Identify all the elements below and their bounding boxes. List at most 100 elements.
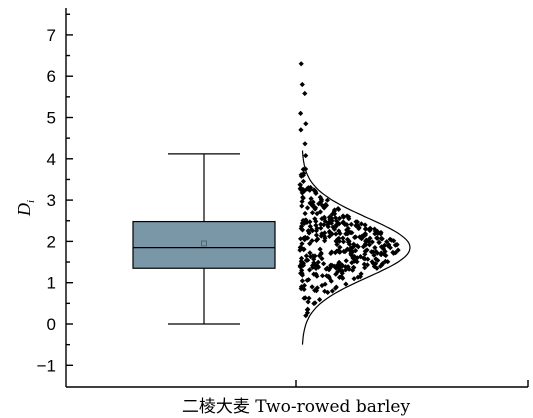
data-point <box>318 221 324 227</box>
data-point <box>317 297 323 303</box>
data-point <box>311 187 317 193</box>
data-point <box>324 197 330 203</box>
data-point <box>313 265 319 271</box>
data-point <box>355 224 361 230</box>
data-point <box>332 250 338 256</box>
data-point <box>314 225 320 231</box>
data-point <box>321 205 327 211</box>
data-point <box>381 246 387 252</box>
data-point <box>313 218 319 224</box>
data-point <box>317 194 323 200</box>
axes: −1 0 1 2 3 4 5 6 7 <box>37 8 529 388</box>
data-point <box>336 265 342 271</box>
data-point <box>307 267 313 273</box>
data-point <box>353 219 359 225</box>
data-point <box>311 260 317 266</box>
data-point <box>340 213 346 219</box>
data-point <box>311 300 317 307</box>
mean-marker <box>201 240 207 247</box>
data-point <box>331 208 337 214</box>
data-point <box>302 210 308 217</box>
data-point <box>376 239 382 246</box>
data-point <box>322 218 328 224</box>
data-point <box>334 263 340 269</box>
data-point <box>358 221 364 227</box>
box-plot <box>132 153 276 325</box>
data-point <box>332 211 338 217</box>
data-point <box>299 227 306 233</box>
data-point <box>313 190 319 196</box>
data-point <box>360 233 366 239</box>
data-point <box>298 173 305 179</box>
data-point <box>324 273 330 279</box>
data-point <box>299 267 305 273</box>
data-point <box>299 278 305 284</box>
data-point <box>313 271 319 277</box>
data-point <box>375 257 381 263</box>
data-point <box>329 249 335 255</box>
data-point <box>335 236 341 242</box>
data-point <box>365 256 371 262</box>
x-axis-label: 二棱大麦 Two-rowed barley <box>182 397 411 417</box>
data-point <box>382 258 388 264</box>
y-tick-label: 0 <box>47 315 56 334</box>
data-point <box>305 235 311 241</box>
data-point <box>345 225 351 232</box>
data-point <box>372 231 378 237</box>
data-point <box>322 281 328 287</box>
data-point <box>302 295 308 301</box>
data-point <box>353 248 359 254</box>
data-point <box>318 196 324 202</box>
data-point <box>350 249 356 255</box>
data-point <box>302 141 308 147</box>
data-point <box>300 166 306 172</box>
data-point <box>299 241 305 247</box>
data-point <box>392 250 399 256</box>
data-point <box>299 81 305 88</box>
y-tick-label: 4 <box>47 150 56 169</box>
data-point <box>319 202 325 209</box>
normal-distribution-curve <box>301 150 411 345</box>
data-point <box>385 243 391 249</box>
data-point <box>369 259 375 265</box>
data-point <box>298 61 304 67</box>
data-point <box>374 265 380 271</box>
data-point <box>302 234 308 240</box>
data-point <box>373 256 379 262</box>
data-point <box>313 222 319 228</box>
data-point <box>298 270 304 276</box>
data-point <box>333 223 339 230</box>
data-point <box>321 261 327 267</box>
data-point <box>301 282 307 289</box>
data-point <box>340 235 346 241</box>
data-point <box>308 196 314 202</box>
data-point <box>329 231 335 237</box>
data-point <box>325 289 331 295</box>
data-point <box>346 216 352 222</box>
data-point <box>314 211 320 217</box>
data-point <box>299 223 305 229</box>
data-point <box>382 248 388 255</box>
data-point <box>316 201 322 207</box>
data-point <box>343 281 349 287</box>
axis-labels: Di 二棱大麦 Two-rowed barley <box>14 200 410 417</box>
data-point <box>334 241 340 248</box>
data-point <box>327 230 333 236</box>
data-point <box>317 209 323 215</box>
data-point <box>333 271 339 277</box>
data-point <box>298 236 304 242</box>
data-point <box>352 234 358 240</box>
data-point <box>351 241 357 247</box>
data-point <box>309 284 315 290</box>
data-point <box>394 242 400 248</box>
data-point <box>301 286 307 292</box>
data-point <box>307 219 313 225</box>
data-point <box>309 210 316 216</box>
data-point <box>343 267 349 273</box>
data-point <box>387 236 393 242</box>
data-point <box>362 222 368 228</box>
data-point <box>299 272 305 278</box>
data-point <box>318 233 324 239</box>
data-point <box>336 221 342 227</box>
